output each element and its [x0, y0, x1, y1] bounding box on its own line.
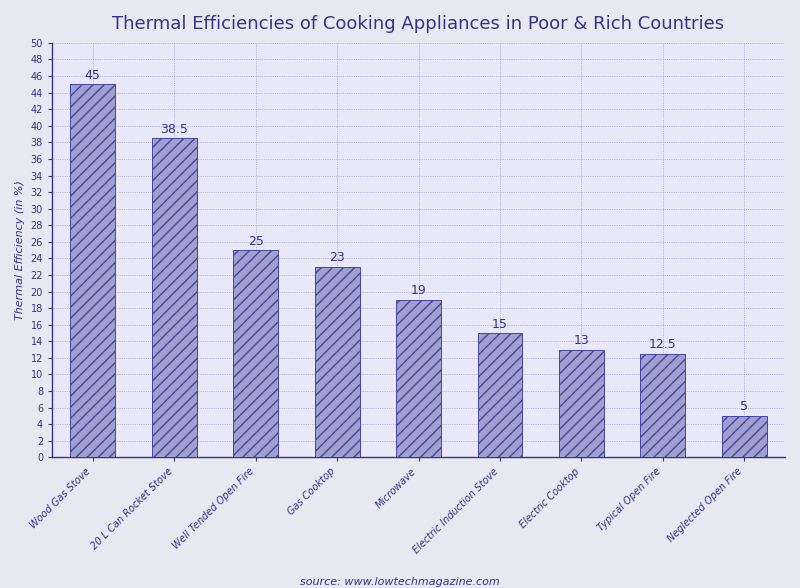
Text: 19: 19 — [410, 285, 426, 298]
Text: 45: 45 — [85, 69, 101, 82]
Text: source: www.lowtechmagazine.com: source: www.lowtechmagazine.com — [300, 577, 500, 587]
Bar — [234, 250, 278, 457]
Bar — [641, 354, 686, 457]
Bar — [152, 138, 197, 457]
Bar — [722, 416, 766, 457]
Bar — [396, 300, 441, 457]
Text: 23: 23 — [330, 251, 345, 264]
Y-axis label: Thermal Efficiency (in %): Thermal Efficiency (in %) — [15, 180, 25, 320]
Text: 25: 25 — [248, 235, 264, 248]
Text: 12.5: 12.5 — [649, 338, 677, 351]
Text: 13: 13 — [574, 334, 590, 347]
Text: 38.5: 38.5 — [160, 123, 188, 136]
Bar — [478, 333, 522, 457]
Bar — [314, 267, 359, 457]
Bar — [70, 84, 115, 457]
Text: 5: 5 — [740, 400, 748, 413]
Bar — [559, 350, 604, 457]
Title: Thermal Efficiencies of Cooking Appliances in Poor & Rich Countries: Thermal Efficiencies of Cooking Applianc… — [113, 15, 725, 33]
Text: 15: 15 — [492, 318, 508, 330]
